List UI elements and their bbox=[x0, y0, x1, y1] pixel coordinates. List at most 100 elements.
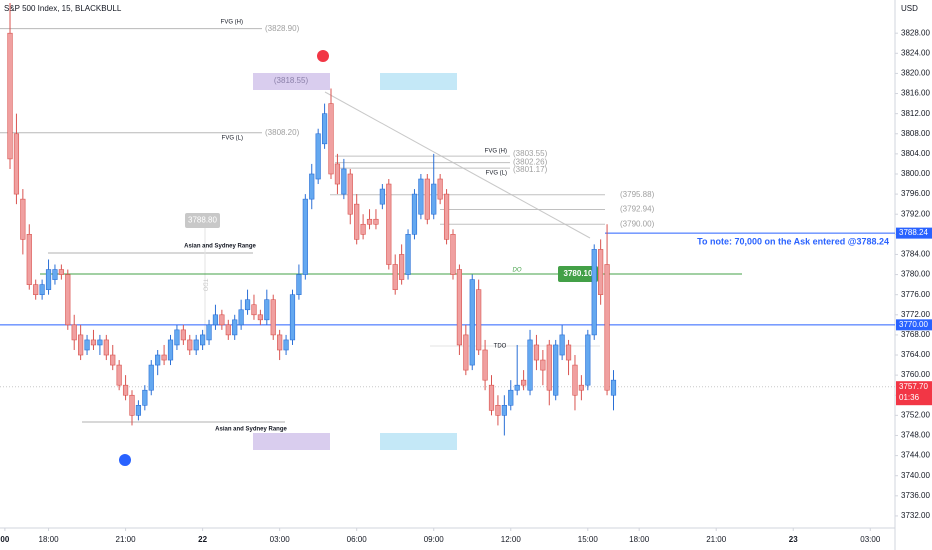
range-box bbox=[380, 73, 457, 90]
candle-body bbox=[437, 178, 443, 200]
x-tick-label: 03:00 bbox=[860, 535, 881, 544]
candle-body bbox=[347, 173, 353, 215]
level-label: (3802.26) bbox=[513, 158, 548, 167]
y-tick-label: 3736.00 bbox=[901, 491, 930, 500]
candle-body bbox=[334, 163, 341, 185]
candle-body bbox=[225, 324, 231, 336]
candle-body bbox=[366, 218, 373, 225]
y-tick-label: 3760.00 bbox=[901, 370, 930, 379]
x-tick-label: 18:00 bbox=[629, 535, 650, 544]
candle-body bbox=[456, 269, 463, 346]
level-label: (3803.55) bbox=[513, 149, 548, 158]
candle-body bbox=[514, 384, 520, 391]
candle-body bbox=[180, 329, 186, 341]
level-label: (3801.17) bbox=[513, 165, 548, 174]
x-tick-label: 00 bbox=[0, 535, 9, 544]
candle-body bbox=[103, 339, 109, 356]
candle-body bbox=[399, 254, 405, 280]
y-tick-label: 3768.00 bbox=[901, 330, 930, 339]
candle-body bbox=[565, 344, 572, 361]
tdo-label: TDO bbox=[201, 279, 207, 292]
candle-body bbox=[65, 274, 71, 326]
y-tick-label: 3772.00 bbox=[901, 310, 930, 319]
candle-body bbox=[321, 113, 328, 145]
y-tick-label: 3804.00 bbox=[901, 149, 930, 158]
do-label: DO bbox=[513, 268, 522, 274]
y-tick-label: 3740.00 bbox=[901, 471, 930, 480]
fvg-label: FVG (L) bbox=[222, 136, 243, 142]
axis-marker-label: 3757.70 bbox=[899, 382, 928, 391]
x-tick-label: 23 bbox=[789, 535, 798, 544]
currency: USD bbox=[901, 4, 918, 13]
candle-body bbox=[148, 364, 154, 391]
y-tick-label: 3800.00 bbox=[901, 169, 930, 178]
candle-body bbox=[598, 249, 604, 295]
level-label: (3792.94) bbox=[620, 205, 655, 214]
candle-body bbox=[244, 299, 251, 311]
level-label: 3780.10 bbox=[564, 269, 593, 278]
candle-body bbox=[373, 218, 379, 225]
candle-body bbox=[392, 264, 398, 290]
candle-body bbox=[161, 354, 167, 361]
candle-body bbox=[283, 339, 289, 351]
level-label: (3828.90) bbox=[265, 24, 300, 33]
candle-body bbox=[341, 168, 347, 195]
candle-body bbox=[540, 359, 546, 371]
y-tick-label: 3820.00 bbox=[901, 69, 930, 78]
y-tick-label: 3748.00 bbox=[901, 431, 930, 440]
candle-body bbox=[71, 324, 77, 341]
x-tick-label: 22 bbox=[198, 535, 207, 544]
candle-body bbox=[604, 264, 610, 391]
level-box bbox=[558, 266, 598, 283]
candle-body bbox=[212, 314, 219, 326]
candle-body bbox=[469, 279, 475, 366]
axis-marker bbox=[896, 227, 932, 239]
range-box bbox=[253, 73, 330, 90]
candle-body bbox=[26, 234, 32, 285]
candle-body bbox=[521, 379, 527, 386]
candle-body bbox=[187, 339, 193, 351]
y-tick-label: 3764.00 bbox=[901, 350, 930, 359]
x-tick-label: 12:00 bbox=[501, 535, 522, 544]
candle-body bbox=[200, 334, 206, 346]
y-tick-label: 3752.00 bbox=[901, 410, 930, 419]
fvg-label: FVG (L) bbox=[486, 171, 507, 177]
candle-body bbox=[155, 354, 161, 366]
note: To note: 70,000 on the Ask entered @3788… bbox=[697, 236, 889, 246]
candle-body bbox=[354, 203, 360, 240]
x-tick-label: 21:00 bbox=[116, 535, 137, 544]
candle-body bbox=[431, 183, 437, 215]
y-tick-label: 3792.00 bbox=[901, 209, 930, 218]
y-tick-label: 3784.00 bbox=[901, 250, 930, 259]
candle-body bbox=[418, 178, 424, 215]
range-label: Asian and Sydney Range bbox=[184, 244, 256, 250]
x-tick-label: 09:00 bbox=[424, 535, 445, 544]
y-tick-label: 3808.00 bbox=[901, 129, 930, 138]
candle-body bbox=[135, 405, 142, 416]
y-tick-label: 3744.00 bbox=[901, 451, 930, 460]
candle-body bbox=[482, 349, 488, 381]
candle-body bbox=[219, 314, 225, 326]
candle-body bbox=[289, 294, 296, 341]
candle-body bbox=[533, 344, 540, 361]
axis-marker bbox=[896, 381, 932, 406]
candle-body bbox=[39, 284, 45, 295]
y-tick-label: 3816.00 bbox=[901, 89, 930, 98]
candle-body bbox=[13, 133, 20, 195]
candle-body bbox=[463, 334, 469, 371]
candle-body bbox=[585, 334, 591, 386]
axis-marker bbox=[896, 319, 932, 331]
symbol-title: S&P 500 Index, 15, BLACKBULL bbox=[4, 4, 122, 13]
candle-body bbox=[501, 405, 507, 416]
candle-body bbox=[386, 183, 392, 265]
candle-body bbox=[129, 394, 135, 416]
candle-body bbox=[251, 304, 257, 316]
candle-body bbox=[591, 249, 597, 336]
level-label: (3808.20) bbox=[265, 128, 300, 137]
x-tick-label: 21:00 bbox=[706, 535, 727, 544]
candle-body bbox=[167, 339, 174, 361]
y-tick-label: 3732.00 bbox=[901, 511, 930, 520]
candle-body bbox=[309, 173, 315, 200]
